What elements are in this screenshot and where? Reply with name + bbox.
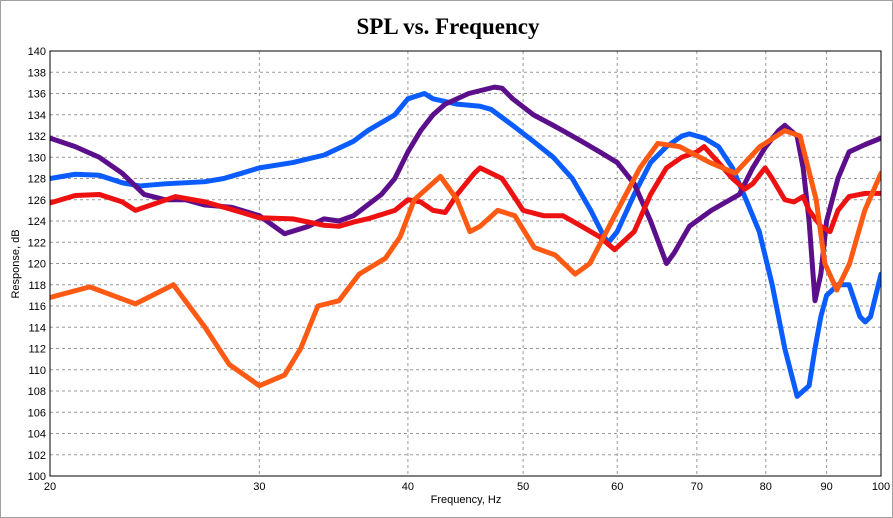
y-tick-label: 118 <box>28 280 46 292</box>
series-line <box>50 144 881 253</box>
chart-title: SPL vs. Frequency <box>357 14 540 39</box>
y-tick-label: 126 <box>28 195 46 207</box>
y-tick-label: 130 <box>28 152 46 164</box>
x-tick-label: 100 <box>872 481 890 493</box>
y-tick-label: 122 <box>28 237 46 249</box>
y-tick-label: 136 <box>28 89 46 101</box>
y-tick-label: 138 <box>28 67 46 79</box>
y-tick-label: 132 <box>28 131 46 143</box>
x-tick-label: 30 <box>253 481 265 493</box>
lines <box>50 84 881 399</box>
x-tick-label: 90 <box>820 481 832 493</box>
y-tick-label: 106 <box>28 407 46 419</box>
tick-labels: 100 102 104 106 108 110 112 114 116 118 120 122 124 1… <box>28 46 891 493</box>
x-tick-label: 80 <box>760 481 772 493</box>
x-tick-label: 40 <box>402 481 414 493</box>
plot-border <box>49 50 882 477</box>
x-axis-label: Frequency, Hz <box>431 494 502 506</box>
x-tick-label: 50 <box>517 481 529 493</box>
y-tick-label: 140 <box>28 46 46 58</box>
x-tick-label: 60 <box>611 481 623 493</box>
y-tick-label: 134 <box>28 110 46 122</box>
y-axis-label: Response, dB <box>10 229 22 298</box>
y-tick-label: 120 <box>28 259 46 271</box>
y-tick-label: 102 <box>28 450 46 462</box>
y-tick-label: 128 <box>28 174 46 186</box>
series-line <box>50 128 881 389</box>
x-tick-label: 70 <box>691 481 703 493</box>
y-tick-label: 104 <box>28 429 46 441</box>
y-tick-label: 100 <box>28 471 46 483</box>
y-tick-label: 112 <box>28 344 46 356</box>
y-tick-label: 114 <box>28 322 46 334</box>
y-tick-label: 116 <box>28 301 46 313</box>
y-tick-label: 110 <box>28 365 46 377</box>
y-tick-label: 108 <box>28 386 46 398</box>
x-tick-label: 20 <box>44 481 56 493</box>
y-tick-label: 124 <box>28 216 46 228</box>
